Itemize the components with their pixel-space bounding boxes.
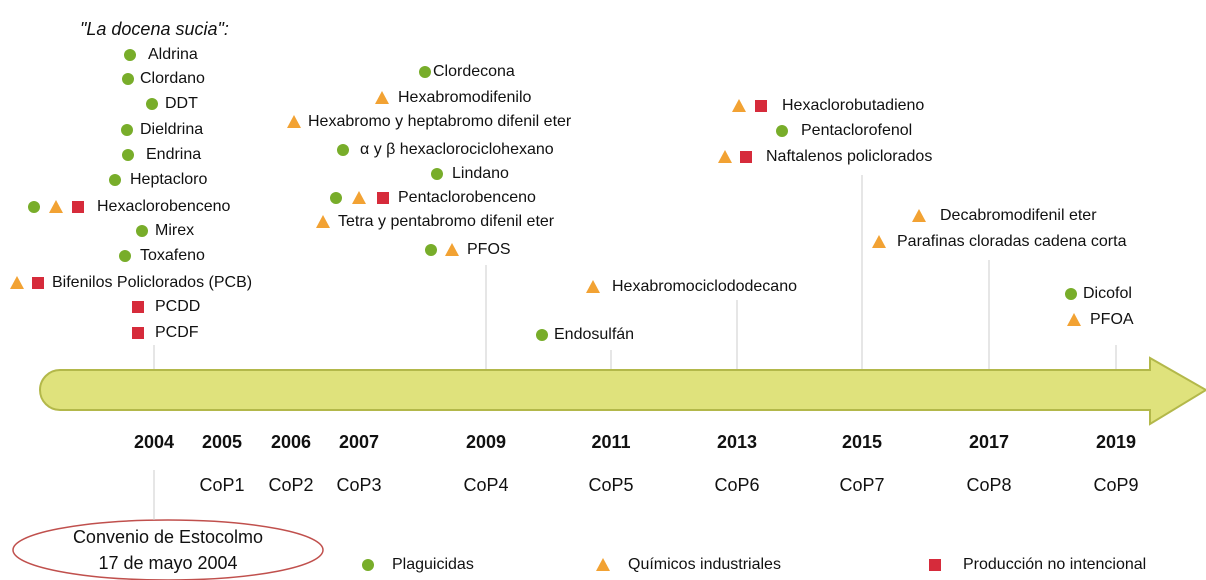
year-label: 2007: [339, 432, 379, 452]
substance-label: Endrina: [146, 146, 201, 163]
substance-label: Toxafeno: [140, 247, 205, 264]
cop-label: CoP6: [714, 475, 759, 495]
year-label: 2006: [271, 432, 311, 452]
icon-industrial: [49, 200, 63, 213]
substance-label: Hexabromodifenilo: [398, 89, 532, 106]
substance-label: Hexabromo y heptabromo difenil eter: [308, 113, 572, 130]
cop-label: CoP8: [966, 475, 1011, 495]
icon-unintentional: [755, 100, 767, 112]
icon-pesticide: [146, 98, 158, 110]
icon-pesticide: [536, 329, 548, 341]
substance-label: Dicofol: [1083, 285, 1132, 302]
icon-industrial: [1067, 313, 1081, 326]
convention-text: 17 de mayo 2004: [98, 553, 237, 573]
year-label: 2019: [1096, 432, 1136, 452]
substance-label: Aldrina: [148, 46, 198, 63]
substance-label: Hexabromociclododecano: [612, 278, 797, 295]
substance-label: PCDD: [155, 298, 200, 315]
icon-pesticide: [419, 66, 431, 78]
icon-pesticide: [124, 49, 136, 61]
substance-label: Bifenilos Policlorados (PCB): [52, 274, 252, 291]
icon-industrial: [596, 558, 610, 571]
substance-label: DDT: [165, 95, 198, 112]
icon-pesticide: [776, 125, 788, 137]
year-label: 2011: [591, 432, 630, 452]
convention-ellipse: [12, 519, 324, 580]
year-label: 2009: [466, 432, 506, 452]
substance-label: PFOS: [467, 241, 511, 258]
convention-text: Convenio de Estocolmo: [73, 527, 263, 547]
substance-label: Hexaclorobenceno: [97, 198, 231, 215]
icon-pesticide: [362, 559, 374, 571]
icon-industrial: [10, 276, 24, 289]
icon-industrial: [375, 91, 389, 104]
substance-label: PCDF: [155, 324, 199, 341]
icon-industrial: [316, 215, 330, 228]
substance-label: α y β hexaclorociclohexano: [360, 141, 554, 158]
year-label: 2004: [134, 432, 174, 452]
cop-label: CoP3: [336, 475, 381, 495]
icon-industrial: [872, 235, 886, 248]
year-label: 2005: [202, 432, 242, 452]
icon-unintentional: [72, 201, 84, 213]
icon-unintentional: [132, 327, 144, 339]
year-label: 2017: [969, 432, 1009, 452]
icon-pesticide: [431, 168, 443, 180]
icon-industrial: [586, 280, 600, 293]
icon-pesticide: [330, 192, 342, 204]
substance-label: Parafinas cloradas cadena corta: [897, 233, 1127, 250]
icon-pesticide: [28, 201, 40, 213]
substance-label: Naftalenos policlorados: [766, 148, 932, 165]
icon-pesticide: [136, 225, 148, 237]
substance-label: Decabromodifenil eter: [940, 207, 1097, 224]
cop-label: CoP5: [588, 475, 633, 495]
icon-pesticide: [425, 244, 437, 256]
substance-label: Hexaclorobutadieno: [782, 97, 924, 114]
icon-unintentional: [132, 301, 144, 313]
icon-industrial: [718, 150, 732, 163]
icon-pesticide: [337, 144, 349, 156]
icon-pesticide: [122, 73, 134, 85]
substance-label: Clordano: [140, 70, 205, 87]
cop-label: CoP1: [199, 475, 244, 495]
cop-label: CoP2: [268, 475, 313, 495]
year-label: 2015: [842, 432, 882, 452]
substance-label: Dieldrina: [140, 121, 203, 138]
substance-label: Clordecona: [433, 63, 515, 80]
legend-label: Químicos industriales: [628, 556, 781, 573]
icon-industrial: [352, 191, 366, 204]
cop-label: CoP9: [1093, 475, 1138, 495]
icon-unintentional: [32, 277, 44, 289]
icon-pesticide: [119, 250, 131, 262]
substance-label: Endosulfán: [554, 326, 634, 343]
cop-label: CoP7: [839, 475, 884, 495]
icon-unintentional: [377, 192, 389, 204]
substance-label: Lindano: [452, 165, 509, 182]
title: "La docena sucia":: [80, 19, 229, 39]
icon-pesticide: [122, 149, 134, 161]
icon-unintentional: [740, 151, 752, 163]
icon-pesticide: [109, 174, 121, 186]
substance-label: Mirex: [155, 222, 194, 239]
icon-pesticide: [121, 124, 133, 136]
icon-industrial: [912, 209, 926, 222]
substance-label: Pentaclorofenol: [801, 122, 912, 139]
icon-industrial: [445, 243, 459, 256]
cop-label: CoP4: [463, 475, 508, 495]
icon-unintentional: [929, 559, 941, 571]
legend-label: Producción no intencional: [963, 556, 1146, 573]
timeline-arrow: [39, 356, 1206, 426]
icon-pesticide: [1065, 288, 1077, 300]
substance-label: Tetra y pentabromo difenil eter: [338, 213, 555, 230]
icon-industrial: [287, 115, 301, 128]
legend-label: Plaguicidas: [392, 556, 474, 573]
icon-industrial: [732, 99, 746, 112]
substance-label: PFOA: [1090, 311, 1134, 328]
substance-label: Pentaclorobenceno: [398, 189, 536, 206]
year-label: 2013: [717, 432, 757, 452]
substance-label: Heptacloro: [130, 171, 207, 188]
